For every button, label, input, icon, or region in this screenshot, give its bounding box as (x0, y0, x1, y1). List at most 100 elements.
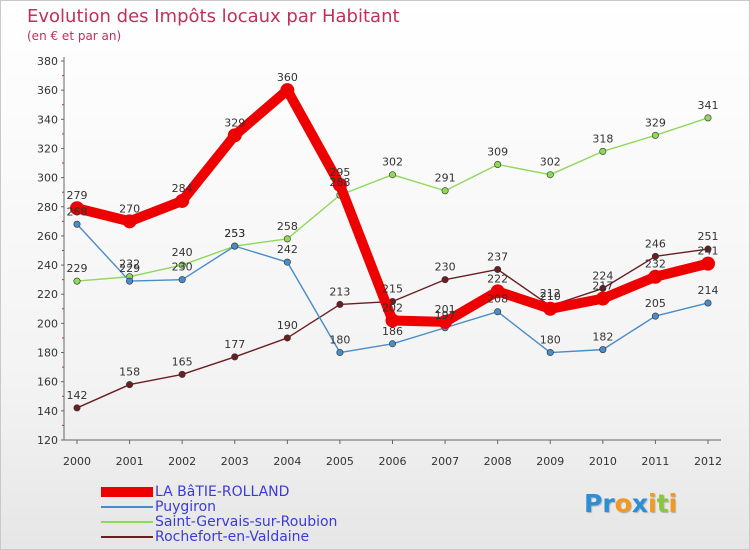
data-label: 180 (540, 334, 561, 347)
x-tick-label: 2009 (536, 455, 564, 468)
legend-label: Puygiron (155, 499, 217, 515)
logo-letter: i (668, 489, 678, 518)
data-label: 329 (645, 116, 666, 129)
y-tick-label: 320 (37, 142, 58, 155)
data-label: 217 (592, 280, 613, 293)
data-label: 213 (329, 285, 350, 298)
y-tick-label: 140 (37, 405, 58, 418)
data-point (701, 256, 715, 271)
data-point (704, 299, 712, 307)
data-point (73, 220, 81, 228)
data-point (599, 147, 607, 155)
data-label: 360 (277, 71, 298, 84)
data-point (336, 349, 344, 357)
data-label: 329 (224, 116, 245, 129)
data-label: 177 (224, 338, 245, 351)
data-label: 229 (119, 262, 140, 275)
data-point (283, 258, 291, 266)
data-point (283, 334, 291, 342)
x-tick-label: 2005 (326, 455, 354, 468)
logo-letter: P (584, 489, 603, 518)
y-tick-label: 380 (37, 55, 58, 68)
data-label: 284 (172, 182, 193, 195)
data-point (126, 381, 134, 389)
data-point (546, 349, 554, 357)
data-point (126, 277, 134, 285)
y-tick-label: 300 (37, 172, 58, 185)
data-point (543, 301, 558, 316)
data-label: 230 (435, 261, 456, 274)
data-point (280, 83, 295, 98)
data-point (332, 177, 347, 192)
data-label: 186 (382, 325, 403, 338)
logo-letter: i (648, 489, 657, 518)
data-label: 288 (329, 176, 350, 189)
data-point (283, 235, 291, 243)
data-point (70, 201, 84, 216)
data-point (648, 269, 663, 284)
data-label: 237 (487, 250, 508, 263)
data-label: 205 (645, 297, 666, 310)
data-point (385, 313, 400, 328)
data-label: 251 (698, 230, 719, 243)
data-point (231, 242, 239, 250)
data-point (494, 160, 502, 168)
y-tick-label: 200 (37, 317, 58, 330)
data-point (227, 128, 242, 143)
data-point (438, 314, 453, 329)
x-tick-label: 2007 (431, 455, 459, 468)
data-label: 242 (277, 243, 298, 256)
x-tick-label: 2002 (168, 455, 196, 468)
data-point (651, 131, 659, 139)
legend-swatch (101, 506, 153, 508)
logo-letter: t (656, 489, 669, 518)
data-point (651, 252, 659, 260)
data-point (178, 276, 186, 284)
x-tick-label: 2011 (641, 455, 669, 468)
data-label: 197 (435, 309, 456, 322)
data-label: 240 (172, 246, 193, 259)
x-tick-label: 2006 (379, 455, 407, 468)
logo-letter: r (602, 489, 615, 518)
y-tick-label: 340 (37, 113, 58, 126)
x-tick-label: 2012 (694, 455, 722, 468)
data-label: 302 (540, 156, 561, 169)
data-label: 210 (540, 290, 561, 303)
legend-swatch (101, 536, 153, 538)
data-point (490, 284, 505, 299)
y-tick-label: 160 (37, 376, 58, 389)
data-point (441, 276, 449, 284)
data-point (704, 114, 712, 122)
data-point (388, 340, 396, 348)
data-point (175, 193, 190, 208)
data-label: 215 (382, 283, 403, 296)
data-label: 246 (645, 237, 666, 250)
data-label: 270 (119, 202, 140, 215)
y-tick-label: 120 (37, 434, 58, 447)
data-point (595, 291, 610, 306)
data-label: 214 (698, 284, 719, 297)
data-label: 224 (592, 269, 613, 282)
data-label: 142 (67, 389, 88, 402)
y-tick-label: 280 (37, 201, 58, 214)
x-tick-label: 2001 (116, 455, 144, 468)
chart-title: Evolution des Impôts locaux par Habitant (27, 6, 400, 27)
y-tick-label: 220 (37, 288, 58, 301)
data-label: 165 (172, 355, 193, 368)
data-point (388, 171, 396, 179)
data-label: 229 (67, 262, 88, 275)
data-point (441, 187, 449, 195)
data-point (336, 300, 344, 308)
data-label: 295 (329, 166, 350, 179)
data-label: 291 (435, 172, 456, 185)
data-point (651, 312, 659, 320)
data-label: 232 (645, 258, 666, 271)
y-tick-label: 360 (37, 84, 58, 97)
data-point (73, 277, 81, 285)
data-point (704, 245, 712, 253)
data-point (546, 171, 554, 179)
data-label: 190 (277, 319, 298, 332)
y-tick-label: 260 (37, 230, 58, 243)
data-label: 253 (224, 227, 245, 240)
